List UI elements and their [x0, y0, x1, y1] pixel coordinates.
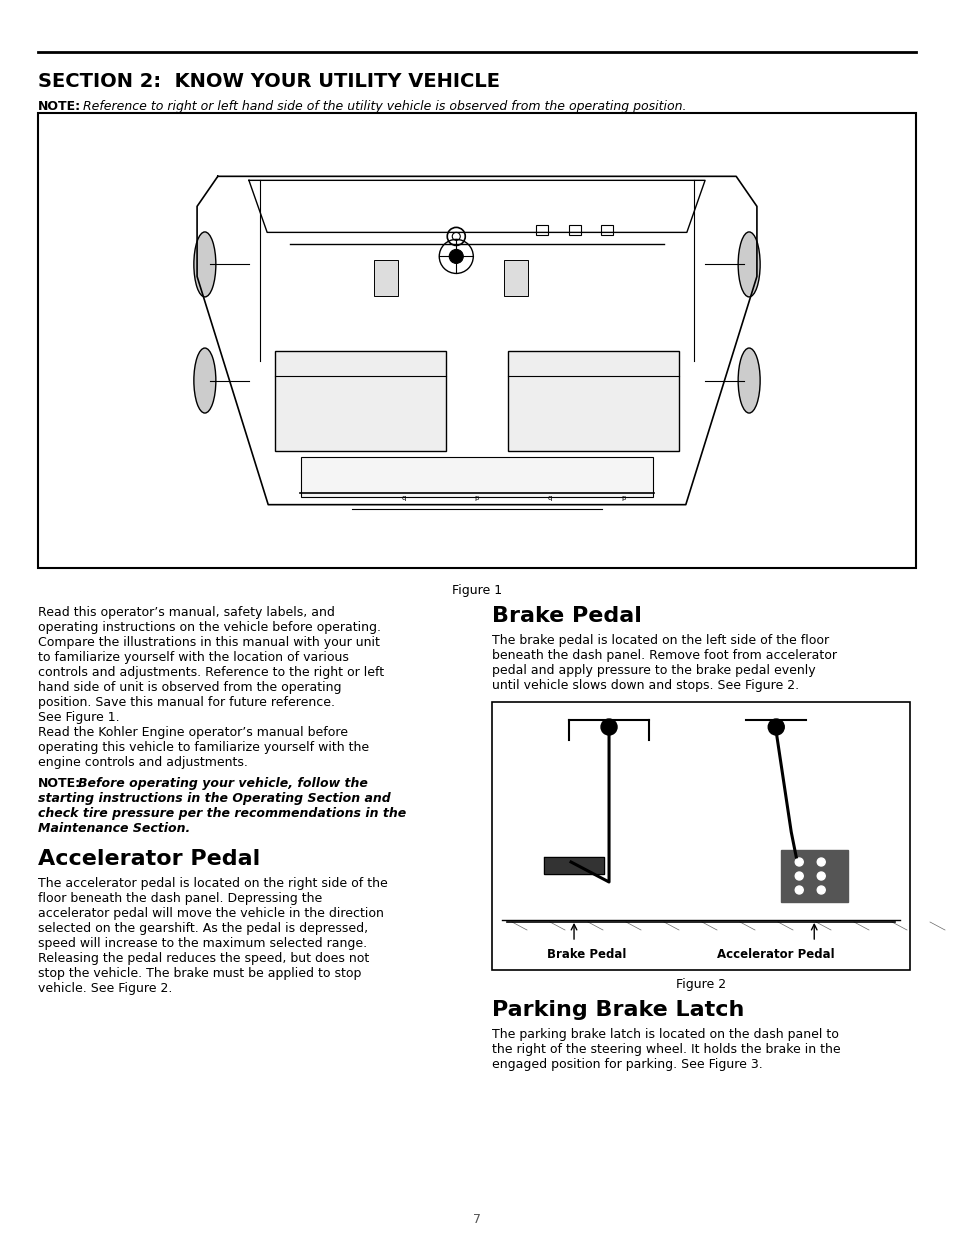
Bar: [38, 112, 915, 568]
Text: Accelerator Pedal: Accelerator Pedal: [717, 948, 834, 961]
Text: Brake Pedal: Brake Pedal: [492, 606, 641, 626]
Text: Read this operator’s manual, safety labels, and: Read this operator’s manual, safety labe…: [38, 606, 335, 619]
Text: Brake Pedal: Brake Pedal: [546, 948, 626, 961]
Text: q: q: [401, 495, 406, 500]
Circle shape: [795, 858, 802, 866]
Ellipse shape: [738, 232, 760, 296]
Text: controls and adjustments. Reference to the right or left: controls and adjustments. Reference to t…: [38, 666, 384, 679]
Bar: [600, 226, 612, 236]
Text: Releasing the pedal reduces the speed, but does not: Releasing the pedal reduces the speed, b…: [38, 952, 369, 965]
Text: pedal and apply pressure to the brake pedal evenly: pedal and apply pressure to the brake pe…: [492, 664, 815, 677]
Text: the right of the steering wheel. It holds the brake in the: the right of the steering wheel. It hold…: [492, 1044, 840, 1056]
Text: Reference to right or left hand side of the utility vehicle is observed from the: Reference to right or left hand side of …: [75, 100, 686, 112]
Text: position. Save this manual for future reference.: position. Save this manual for future re…: [38, 697, 335, 709]
Circle shape: [817, 858, 824, 866]
Text: Parking Brake Latch: Parking Brake Latch: [492, 1000, 743, 1020]
Text: starting instructions in the Operating Section and: starting instructions in the Operating S…: [38, 792, 391, 805]
Text: engaged position for parking. See Figure 3.: engaged position for parking. See Figure…: [492, 1058, 762, 1071]
Bar: [274, 351, 445, 451]
Ellipse shape: [193, 232, 215, 296]
Circle shape: [817, 885, 824, 894]
Text: to familiarize yourself with the location of various: to familiarize yourself with the locatio…: [38, 651, 349, 664]
Text: The accelerator pedal is located on the right side of the: The accelerator pedal is located on the …: [38, 877, 387, 890]
Text: p: p: [620, 495, 624, 500]
Text: NOTE:: NOTE:: [38, 777, 81, 790]
Ellipse shape: [193, 348, 215, 412]
Circle shape: [795, 885, 802, 894]
Circle shape: [795, 872, 802, 881]
Circle shape: [600, 719, 617, 735]
Bar: [503, 261, 527, 296]
Text: selected on the gearshift. As the pedal is depressed,: selected on the gearshift. As the pedal …: [38, 923, 368, 935]
Polygon shape: [543, 857, 603, 874]
Text: Before operating your vehicle, follow the: Before operating your vehicle, follow th…: [78, 777, 368, 790]
Bar: [300, 457, 653, 496]
Text: Read the Kohler Engine operator’s manual before: Read the Kohler Engine operator’s manual…: [38, 726, 348, 739]
Text: Accelerator Pedal: Accelerator Pedal: [38, 848, 260, 869]
Bar: [536, 226, 547, 236]
Text: See Figure 1.: See Figure 1.: [38, 711, 119, 724]
Text: Maintenance Section.: Maintenance Section.: [38, 823, 190, 835]
Text: q: q: [547, 495, 552, 500]
Text: The brake pedal is located on the left side of the floor: The brake pedal is located on the left s…: [492, 634, 828, 647]
Text: beneath the dash panel. Remove foot from accelerator: beneath the dash panel. Remove foot from…: [492, 650, 836, 662]
Circle shape: [449, 249, 463, 263]
Bar: [508, 351, 679, 451]
Bar: [492, 701, 909, 969]
Polygon shape: [781, 850, 847, 902]
Bar: [374, 261, 397, 296]
Bar: [569, 226, 581, 236]
Text: engine controls and adjustments.: engine controls and adjustments.: [38, 756, 248, 769]
Text: Figure 1: Figure 1: [452, 584, 501, 597]
Text: 7: 7: [473, 1213, 480, 1226]
Text: NOTE:: NOTE:: [38, 100, 81, 112]
Text: operating instructions on the vehicle before operating.: operating instructions on the vehicle be…: [38, 621, 380, 634]
Text: until vehicle slows down and stops. See Figure 2.: until vehicle slows down and stops. See …: [492, 679, 799, 692]
Circle shape: [817, 872, 824, 881]
Text: SECTION 2:  KNOW YOUR UTILITY VEHICLE: SECTION 2: KNOW YOUR UTILITY VEHICLE: [38, 72, 499, 91]
Text: speed will increase to the maximum selected range.: speed will increase to the maximum selec…: [38, 937, 367, 950]
Text: The parking brake latch is located on the dash panel to: The parking brake latch is located on th…: [492, 1028, 838, 1041]
Text: floor beneath the dash panel. Depressing the: floor beneath the dash panel. Depressing…: [38, 892, 322, 905]
Text: accelerator pedal will move the vehicle in the direction: accelerator pedal will move the vehicle …: [38, 906, 383, 920]
Text: hand side of unit is observed from the operating: hand side of unit is observed from the o…: [38, 680, 341, 694]
Text: vehicle. See Figure 2.: vehicle. See Figure 2.: [38, 982, 172, 995]
Ellipse shape: [738, 348, 760, 412]
Text: operating this vehicle to familiarize yourself with the: operating this vehicle to familiarize yo…: [38, 741, 369, 755]
Circle shape: [767, 719, 783, 735]
Text: Compare the illustrations in this manual with your unit: Compare the illustrations in this manual…: [38, 636, 379, 650]
Text: check tire pressure per the recommendations in the: check tire pressure per the recommendati…: [38, 806, 406, 820]
Text: p: p: [475, 495, 478, 500]
Text: Figure 2: Figure 2: [676, 978, 725, 990]
Text: stop the vehicle. The brake must be applied to stop: stop the vehicle. The brake must be appl…: [38, 967, 361, 981]
